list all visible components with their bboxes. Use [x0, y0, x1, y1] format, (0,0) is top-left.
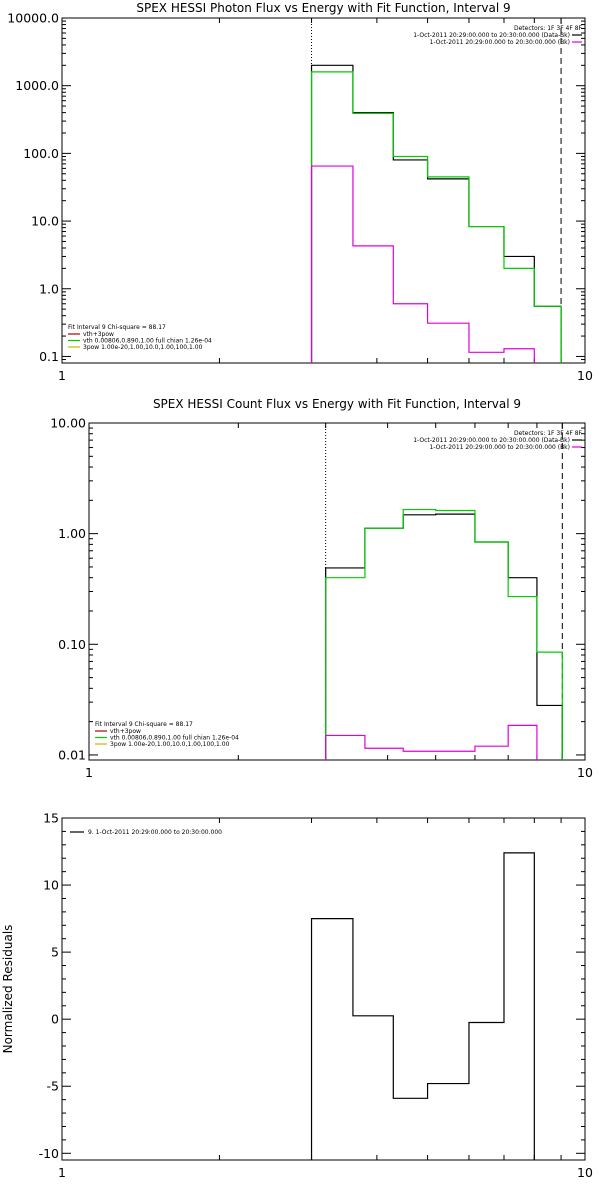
fit-legend-label: vth+3pow	[110, 728, 141, 735]
y-tick-label: -10	[39, 1146, 59, 1161]
y-tick-label: 10.00	[50, 416, 86, 431]
y-tick-label: 10000.0	[7, 11, 59, 26]
x-tick-label: 10	[577, 765, 593, 780]
legend-entry-label: 1-Oct-2011 20:29:00.000 to 20:30:00.000 …	[413, 32, 570, 39]
legend-entry-label: 1-Oct-2011 20:29:00.000 to 20:30:00.000 …	[430, 444, 571, 451]
x-tick-label: 1	[58, 368, 66, 383]
y-tick-label: 1.0	[39, 281, 59, 296]
legend-entry-label: 1-Oct-2011 20:29:00.000 to 20:30:00.000 …	[413, 437, 570, 444]
legend-entry-label: 1-Oct-2011 20:29:00.000 to 20:30:00.000 …	[430, 39, 571, 46]
legend-entry-label: 9. 1-Oct-2011 20:29:00.000 to 20:30:00.0…	[88, 829, 222, 836]
y-tick-label: 0.1	[39, 349, 59, 364]
chart-panel-2: SPEX HESSI Count Flux vs Energy with Fit…	[50, 397, 593, 780]
x-tick-label: 1	[85, 765, 93, 780]
legend-header: Detectors: 1F 3F 4F 8F	[514, 430, 583, 437]
chart-panel-1: SPEX HESSI Photon Flux vs Energy with Fi…	[7, 1, 593, 383]
y-tick-label: 10.0	[31, 214, 59, 229]
fit-legend-header: Fit Interval 9 Chi-square = 88.17	[95, 721, 193, 728]
legend-header: Detectors: 1F 3F 4F 8F	[514, 25, 583, 32]
y-tick-label: 1.00	[58, 526, 86, 541]
series-line-3	[310, 165, 535, 363]
y-tick-label: 0	[51, 1012, 59, 1027]
chart-panel-3: -10 -5 0 5 10 15 1 10 Normalized Residuals 9. 1-O…	[1, 811, 593, 1181]
y-tick-label: -5	[47, 1079, 59, 1094]
y-axis-label: Normalized Residuals	[1, 925, 15, 1054]
y-tick-label: 100.0	[23, 146, 59, 161]
fit-legend-label: vth 0.00806,0.890,1.00 full chian 1.26e-…	[110, 735, 239, 742]
series-line-2	[310, 71, 562, 363]
y-tick-label: 10	[43, 878, 59, 893]
y-tick-label: 15	[43, 811, 59, 826]
x-tick-label: 10	[577, 1165, 593, 1180]
series-line-1	[310, 852, 535, 1160]
series-line-1	[310, 64, 562, 363]
fit-legend-label: vth 0.00806,0.890,1.00 full chian 1.26e-…	[83, 338, 212, 345]
fit-legend-label: 3pow 1.00e-20,1.00,10.0,1.00,100,1.00	[110, 741, 230, 748]
y-tick-label: 0.10	[58, 637, 86, 652]
series-line-3	[325, 724, 538, 760]
y-tick-label: 1000.0	[15, 78, 59, 93]
x-tick-label: 1	[58, 1165, 66, 1180]
y-tick-label: 0.01	[58, 747, 86, 762]
y-tick-label: 5	[51, 945, 59, 960]
x-tick-label: 10	[577, 368, 593, 383]
plot-frame	[61, 17, 586, 364]
plot-frame	[61, 817, 586, 1161]
fit-legend-label: vth+3pow	[83, 331, 114, 338]
fit-legend-header: Fit Interval 9 Chi-square = 88.17	[68, 324, 166, 331]
chart-title: SPEX HESSI Count Flux vs Energy with Fit…	[153, 397, 521, 411]
chart-title: SPEX HESSI Photon Flux vs Energy with Fi…	[136, 1, 510, 15]
plot-frame	[88, 422, 586, 761]
series-line-2	[325, 508, 563, 760]
fit-legend-label: 3pow 1.00e-20,1.00,10.0,1.00,100,1.00	[83, 344, 203, 351]
